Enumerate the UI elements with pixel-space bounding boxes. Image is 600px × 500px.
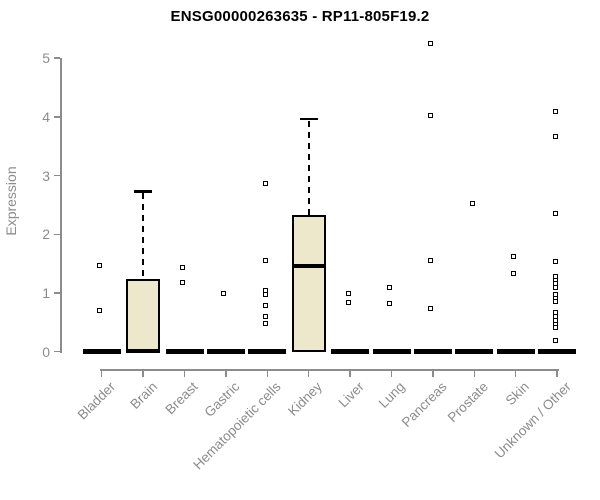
y-tick — [54, 57, 60, 59]
outlier-point — [552, 285, 558, 291]
x-tick — [390, 370, 393, 377]
outlier-point — [262, 257, 268, 263]
outlier-point — [97, 263, 103, 269]
median-line — [291, 263, 326, 268]
x-tick-label: Bladder — [74, 379, 119, 423]
whisker-cap — [134, 190, 153, 193]
x-tick-label: Liver — [335, 379, 367, 411]
y-tick — [54, 292, 60, 294]
outlier-point — [469, 200, 475, 206]
median-bar — [248, 348, 287, 354]
y-tick — [54, 233, 60, 236]
outlier-point — [221, 290, 227, 296]
y-tick-label: 4 — [42, 108, 50, 125]
outlier-point — [428, 306, 434, 312]
outlier-point — [262, 313, 268, 319]
x-tick-label: Skin — [503, 379, 533, 409]
whisker-line — [307, 120, 310, 215]
median-bar — [165, 348, 204, 354]
outlier-point — [552, 259, 558, 265]
y-tick-label: 1 — [42, 285, 50, 301]
x-tick-label: Prostate — [444, 379, 491, 426]
outlier-point — [552, 108, 558, 114]
x-tick-label: Brain — [126, 379, 160, 412]
x-tick — [142, 370, 144, 377]
x-axis-line — [100, 369, 559, 371]
outlier-point — [511, 254, 517, 260]
x-tick — [432, 370, 434, 377]
outlier-point — [97, 308, 103, 314]
outlier-point — [552, 133, 558, 139]
outlier-point — [552, 325, 558, 331]
median-bar — [496, 348, 535, 354]
whisker-cap — [299, 117, 318, 121]
outlier-point — [428, 258, 434, 264]
box — [126, 278, 161, 352]
outlier-point — [387, 284, 392, 290]
x-tick — [556, 370, 558, 377]
outlier-point — [180, 279, 185, 285]
y-axis-line — [60, 58, 62, 354]
x-tick-label: Lung — [376, 379, 409, 411]
outlier-point — [262, 287, 268, 293]
y-tick-label: 5 — [42, 50, 50, 67]
x-tick — [183, 370, 186, 377]
x-tick-label: Kidney — [285, 379, 326, 419]
x-tick — [225, 370, 227, 377]
median-bar — [206, 348, 245, 354]
outlier-point — [428, 41, 434, 47]
median-bar — [372, 348, 411, 354]
x-tick-label: Unknown / Other — [491, 379, 574, 462]
x-tick-label: Breast — [162, 379, 202, 418]
x-tick — [473, 370, 476, 377]
median-bar — [82, 348, 121, 354]
outlier-point — [552, 338, 558, 344]
outlier-point — [262, 180, 268, 186]
median-bar — [331, 348, 370, 354]
x-tick-label: Pancreas — [398, 379, 450, 430]
outlier-point — [345, 299, 351, 305]
outlier-point — [345, 290, 351, 296]
outlier-point — [511, 271, 517, 277]
outlier-point — [262, 292, 268, 298]
x-tick — [514, 370, 517, 377]
y-tick — [54, 174, 60, 177]
y-tick — [54, 350, 60, 353]
box — [291, 214, 326, 352]
y-axis-label: Expression — [3, 166, 19, 236]
outlier-point — [262, 303, 268, 309]
y-tick-label: 2 — [42, 226, 50, 243]
y-tick-label: 3 — [42, 167, 50, 184]
median-bar — [455, 348, 494, 354]
median-line — [126, 348, 161, 353]
outlier-point — [180, 265, 185, 271]
x-tick — [307, 370, 310, 377]
outlier-point — [262, 321, 268, 327]
median-bar — [538, 348, 577, 354]
median-bar — [413, 348, 452, 354]
outlier-point — [387, 301, 392, 307]
y-tick-label: 0 — [42, 343, 50, 360]
outlier-point — [552, 299, 558, 305]
x-tick — [349, 370, 351, 377]
y-tick — [54, 116, 60, 118]
x-tick — [100, 370, 103, 377]
outlier-point — [428, 112, 434, 118]
chart-title: ENSG00000263635 - RP11-805F19.2 — [170, 8, 430, 25]
outlier-point — [552, 210, 558, 216]
whisker-line — [142, 193, 145, 279]
x-tick — [266, 370, 269, 377]
